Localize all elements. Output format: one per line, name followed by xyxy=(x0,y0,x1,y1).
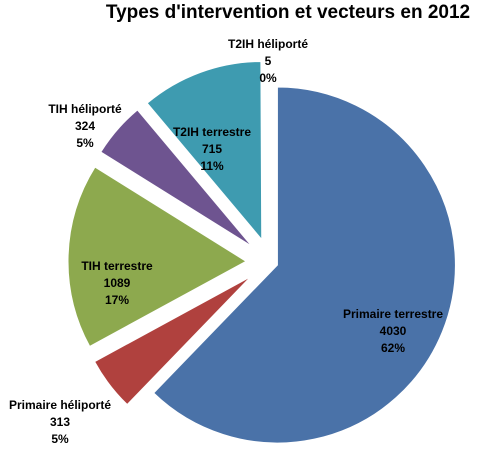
slice-label: T2IH terrestre xyxy=(173,125,251,139)
pie-slice-tih-h-liport- xyxy=(100,109,253,247)
pie-slice-tih-terrestre xyxy=(67,166,248,348)
slice-percent: 5% xyxy=(51,432,69,446)
slice-percent: 62% xyxy=(381,341,405,355)
slice-percent: 0% xyxy=(259,71,277,85)
slice-label: Primaire terrestre xyxy=(343,307,443,321)
pie-slice-t2ih-h-liport- xyxy=(268,59,271,239)
pie-slice-t2ih-terrestre xyxy=(146,60,263,241)
pie-slice-primaire-terrestre xyxy=(152,86,456,444)
slice-value: 313 xyxy=(50,415,70,429)
slice-value: 715 xyxy=(202,142,222,156)
slice-percent: 11% xyxy=(200,159,224,173)
slice-label: T2IH héliporté xyxy=(228,37,308,51)
slice-value: 324 xyxy=(75,119,95,133)
pie-slice-primaire-h-liport- xyxy=(93,276,252,406)
chart-title: Types d'intervention et vecteurs en 2012 xyxy=(105,2,471,23)
slice-percent: 17% xyxy=(105,293,129,307)
slice-label: TIH héliporté xyxy=(48,102,122,116)
slice-label: Primaire héliporté xyxy=(9,398,111,412)
slice-value: 5 xyxy=(265,54,272,68)
slice-label: TIH terrestre xyxy=(81,259,153,273)
slice-value: 1089 xyxy=(104,276,131,290)
slice-value: 4030 xyxy=(380,324,407,338)
slice-percent: 5% xyxy=(76,136,94,150)
